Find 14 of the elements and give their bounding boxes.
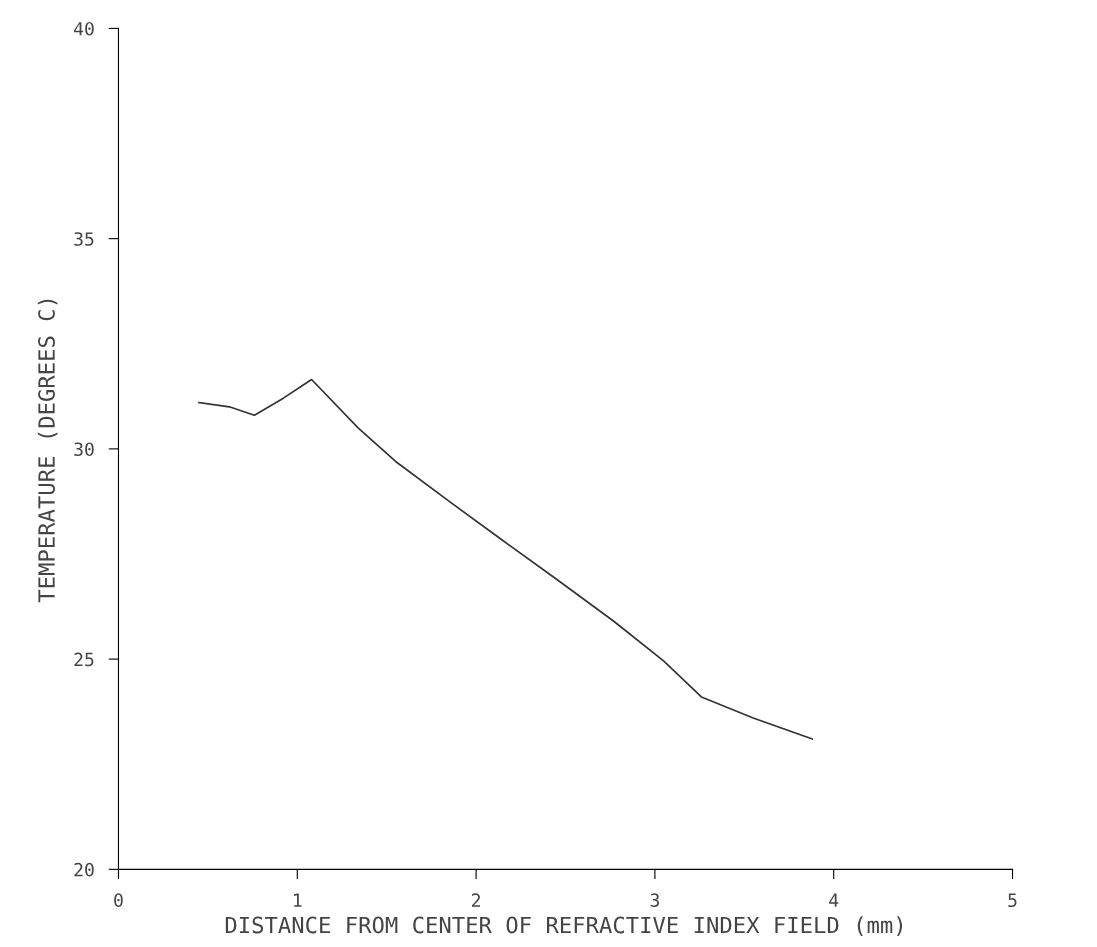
line-series (198, 378, 814, 740)
x-tick-label: 1 (294, 893, 302, 907)
x-tick-label: 5 (1008, 893, 1017, 908)
y-tick-label: 30 (74, 442, 94, 457)
y-tick-label: 20 (74, 862, 94, 877)
x-tick-label: 0 (114, 893, 123, 908)
x-tick-label: 4 (829, 893, 839, 907)
y-tick-label: 40 (74, 21, 94, 36)
y-tick-label: 25 (74, 652, 94, 667)
y-axis-title: TEMPERATURE (DEGREES C) (37, 299, 58, 603)
y-tick-label: 35 (74, 232, 94, 246)
x-tick-label: 2 (472, 893, 480, 907)
x-axis-title: DISTANCE FROM CENTER OF REFRACTIVE INDEX FIELD (mm) (225, 916, 903, 937)
x-tick-label: 3 (650, 893, 659, 908)
